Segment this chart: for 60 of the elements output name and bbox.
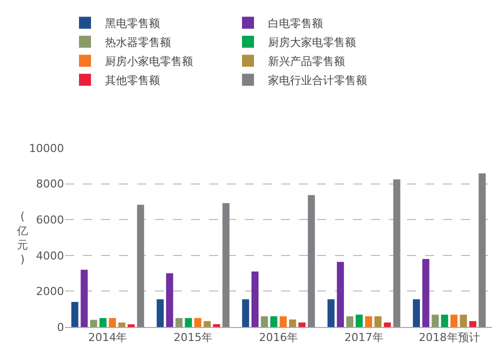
legend-label: 白电零售额 (268, 17, 323, 30)
bar (194, 318, 202, 327)
bar (166, 273, 174, 327)
legend-label: 新兴产品零售额 (268, 55, 345, 68)
bar (365, 316, 372, 327)
bar (108, 318, 116, 327)
bar (280, 316, 287, 327)
bar (128, 324, 135, 327)
bar (204, 321, 211, 327)
legend-label: 其他零售额 (105, 74, 160, 88)
bar (80, 270, 88, 327)
bar (71, 302, 78, 327)
y-tick-label: 8000 (36, 178, 64, 191)
y-tick-label: 4000 (36, 249, 64, 262)
bar (432, 314, 439, 327)
bar (356, 314, 363, 327)
x-tick-label: 2016年 (259, 331, 298, 344)
bar (336, 262, 344, 327)
bar (412, 299, 420, 327)
bar (137, 204, 144, 327)
bar (422, 258, 430, 327)
bar (328, 299, 335, 327)
legend-label: 厨房大家电零售额 (268, 36, 356, 50)
bar (478, 173, 486, 327)
y-tick-label: 6000 (36, 213, 64, 226)
x-tick-label: 2014年 (88, 331, 128, 344)
bar (242, 299, 250, 327)
bar (450, 314, 458, 327)
bar (460, 314, 467, 327)
y-tick-label: 0 (57, 320, 64, 334)
bar (156, 299, 164, 327)
bar (393, 179, 400, 327)
legend-label: 厨房小家电零售额 (105, 55, 193, 68)
bar (298, 322, 306, 327)
bar (222, 203, 230, 327)
y-tick-label: 10000 (29, 142, 64, 155)
bar (99, 318, 107, 327)
y-tick-label: 2000 (36, 285, 64, 298)
bar (213, 324, 220, 327)
bar (469, 321, 476, 327)
bar (270, 316, 278, 327)
bar (374, 316, 382, 327)
bar (90, 320, 98, 327)
bar (118, 322, 126, 327)
x-tick-label: 2018年预计 (418, 331, 480, 344)
bar (184, 318, 192, 327)
y-axis-title: (亿元) (16, 210, 28, 266)
bar (289, 319, 296, 327)
x-tick-label: 2015年 (174, 331, 213, 344)
bar (441, 314, 448, 327)
bar (346, 316, 354, 327)
bar (260, 316, 268, 327)
legend-label: 家电行业合计零售额 (268, 74, 367, 88)
bar (251, 272, 259, 327)
legend-label: 热水器零售额 (105, 36, 171, 50)
x-tick-label: 2017年 (344, 331, 384, 344)
bar (384, 322, 391, 327)
bar (175, 318, 183, 327)
bar (308, 195, 315, 327)
legend-label: 黑电零售额 (105, 17, 160, 30)
